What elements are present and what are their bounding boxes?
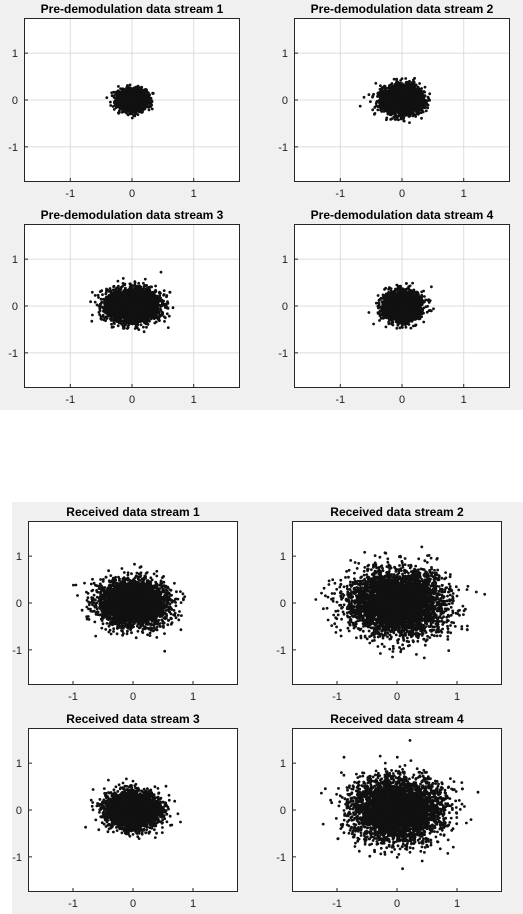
data-point: [130, 111, 133, 114]
data-point: [151, 92, 154, 95]
data-point: [140, 110, 143, 113]
data-point: [140, 86, 143, 89]
data-point: [105, 96, 108, 99]
data-point: [150, 100, 153, 103]
data-point: [113, 96, 116, 99]
data-point: [121, 87, 124, 90]
data-point: [129, 84, 132, 87]
data-point: [117, 91, 120, 94]
data-point: [148, 109, 151, 112]
data-point: [125, 112, 128, 115]
data-point: [133, 115, 136, 118]
data-point: [131, 117, 134, 120]
data-point: [150, 102, 153, 105]
data-point: [117, 85, 120, 88]
data-point: [109, 101, 112, 104]
data-point: [125, 89, 128, 92]
data-point: [109, 104, 112, 107]
data-point: [137, 113, 140, 116]
data-point: [122, 90, 125, 93]
data-point: [136, 85, 139, 88]
data-point: [118, 111, 121, 114]
data-point: [112, 91, 115, 94]
data-point: [144, 105, 147, 108]
data-point: [149, 106, 152, 109]
